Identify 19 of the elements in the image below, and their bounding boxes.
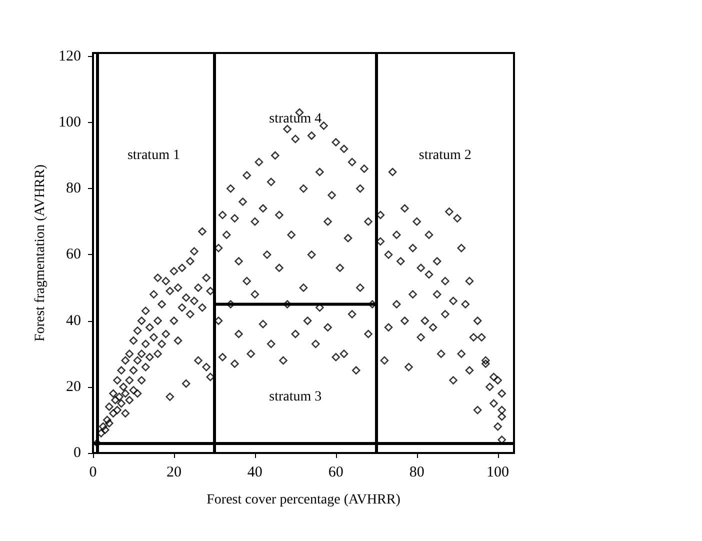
annotation: stratum 2 [418, 148, 472, 163]
y-tick-label: 40 [66, 312, 81, 329]
y-tick-label: 0 [74, 445, 81, 461]
annotation: stratum 4 [269, 112, 322, 127]
x-tick-label: 60 [328, 464, 344, 480]
x-tick-label: 0 [89, 464, 97, 480]
y-tick-label: 100 [58, 114, 81, 130]
y-tick-label: 20 [66, 378, 81, 395]
y-tick-label: 120 [58, 48, 81, 64]
x-tick-label: 20 [166, 464, 182, 480]
x-tick-label: 40 [247, 464, 262, 480]
x-tick-label: 100 [486, 464, 510, 480]
x-axis-title: Forest cover percentage (AVHRR) [206, 492, 401, 508]
annotation: stratum 3 [269, 389, 322, 404]
y-axis-title: Forest fragmentation (AVHRR) [33, 164, 48, 342]
annotation: stratum 1 [127, 148, 180, 163]
x-tick-label: 80 [409, 464, 424, 480]
y-tick-label: 80 [66, 180, 81, 197]
y-tick-label: 60 [66, 246, 81, 263]
